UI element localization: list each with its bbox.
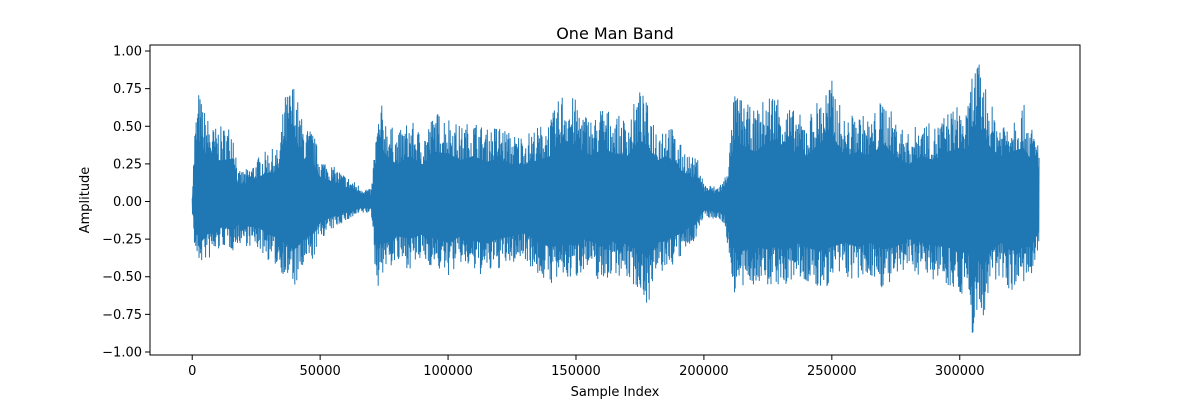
plot-area: [191, 64, 1040, 333]
x-tick-label: 150000: [551, 364, 601, 379]
y-tick-label: −0.50: [102, 270, 142, 285]
chart-title: One Man Band: [556, 24, 674, 43]
y-tick-label: 0.00: [113, 195, 142, 210]
x-tick-label: 100000: [423, 364, 473, 379]
x-tick-label: 300000: [935, 364, 985, 379]
waveform-envelope: [192, 123, 1040, 279]
y-tick-label: 0.75: [113, 82, 142, 97]
y-axis: −1.00 −0.75 −0.50 −0.25 0.00 0.25 0.50 0.75 1.00: [102, 45, 150, 360]
x-tick-label: 50000: [299, 364, 340, 379]
y-tick-label: −1.00: [102, 345, 142, 360]
x-tick-label: 250000: [807, 364, 857, 379]
x-axis-label: Sample Index: [571, 385, 660, 400]
y-tick-label: 1.00: [113, 45, 142, 60]
y-tick-label: 0.25: [113, 157, 142, 172]
y-tick-label: 0.50: [113, 120, 142, 135]
x-tick-label: 0: [188, 364, 196, 379]
x-axis: 0 50000 100000 150000 200000 250000 300000: [188, 355, 985, 379]
y-tick-label: −0.75: [102, 308, 142, 323]
x-tick-label: 200000: [679, 364, 729, 379]
plot-frame: [149, 44, 1081, 356]
y-tick-label: −0.25: [102, 233, 142, 248]
y-axis-label: Amplitude: [78, 167, 93, 234]
